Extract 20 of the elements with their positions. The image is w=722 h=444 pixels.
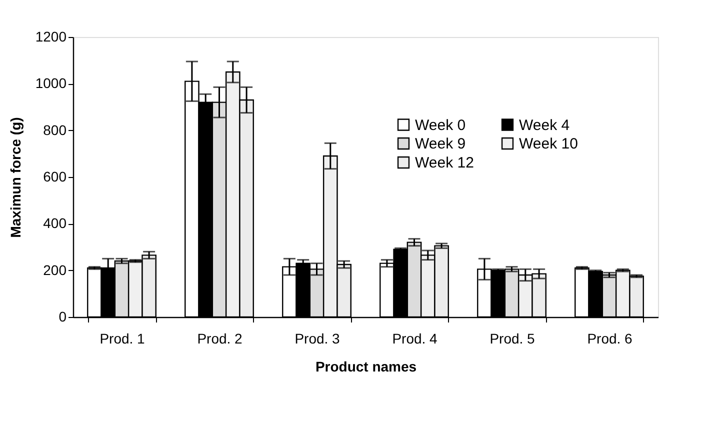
legend-label: Week 0 [415,116,466,134]
legend-label: Week 9 [415,136,466,152]
x-tick-label: Prod. 3 [294,330,340,346]
x-axis-title: Product names [315,358,417,374]
x-tick-label: Prod. 6 [587,330,633,346]
y-axis-title: Maximun force (g) [7,117,24,238]
y-tick-label: 200 [43,262,67,278]
y-tick-label: 600 [43,168,67,184]
y-tick-label: 1000 [35,75,67,92]
legend-label: Week 10 [519,136,578,152]
y-tick-label: 800 [43,122,67,138]
y-tick-label: 0 [58,308,67,324]
x-tick-label: Prod. 2 [197,330,243,346]
legend-label: Week 4 [519,116,570,134]
y-tick-label: 400 [43,215,67,232]
legend-label: Week 12 [415,154,474,172]
y-tick-label: 1200 [35,28,67,44]
x-tick-label: Prod. 5 [490,330,536,346]
x-tick-label: Prod. 4 [392,330,438,346]
x-tick-label: Prod. 1 [100,330,146,346]
